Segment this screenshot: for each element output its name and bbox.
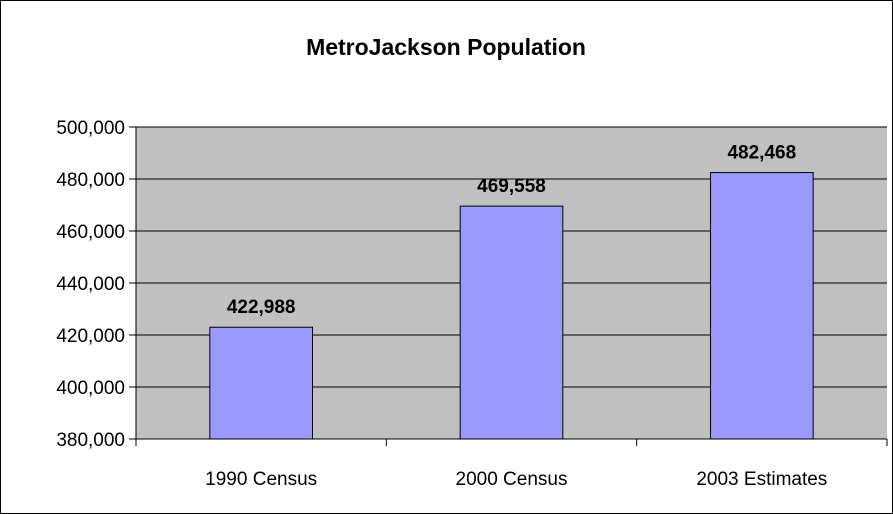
y-tick-label: 420,000	[56, 326, 125, 347]
x-tick-label: 1990 Census	[205, 469, 317, 490]
y-tick-label: 500,000	[56, 118, 125, 139]
y-tick-labels: 380,000 400,000 420,000 440,000 460,000 480,0…	[56, 118, 125, 451]
bar	[209, 326, 313, 440]
y-tick-label: 480,000	[56, 170, 125, 191]
x-tick-labels: 1990 Census 2000 Census 2003 Estimates	[205, 469, 827, 490]
bar	[710, 172, 814, 440]
data-label: 482,468	[727, 143, 796, 164]
y-tick-label: 400,000	[56, 378, 125, 399]
chart-title: MetroJackson Population	[306, 34, 586, 60]
x-tick-label: 2003 Estimates	[696, 469, 827, 490]
axes	[129, 126, 888, 446]
data-label: 422,988	[227, 297, 296, 318]
data-labels: 422,988 469,558 482,468	[227, 143, 796, 319]
y-tick-label: 440,000	[56, 274, 125, 295]
bar	[459, 205, 564, 440]
bars	[209, 172, 814, 440]
x-tick-label: 2000 Census	[456, 469, 568, 490]
data-label: 469,558	[477, 176, 546, 197]
y-tick-label: 380,000	[56, 430, 125, 451]
y-tick-label: 460,000	[56, 222, 125, 243]
